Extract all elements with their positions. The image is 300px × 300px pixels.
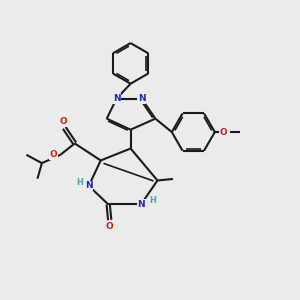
Text: N: N	[138, 94, 146, 103]
Text: H: H	[149, 196, 156, 205]
Text: H: H	[76, 178, 83, 187]
Text: O: O	[219, 128, 227, 136]
Text: O: O	[59, 117, 67, 126]
Text: O: O	[50, 150, 58, 159]
Text: N: N	[85, 181, 93, 190]
Text: N: N	[137, 200, 145, 209]
Text: O: O	[106, 222, 114, 231]
Text: N: N	[113, 94, 120, 103]
